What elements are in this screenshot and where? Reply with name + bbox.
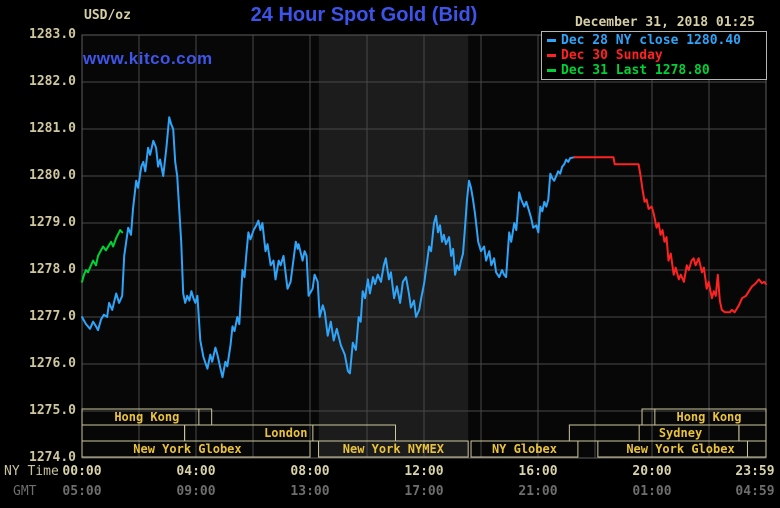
ny-time-tick: 23:59 [735,464,775,479]
session-label: Sydney [658,426,703,440]
legend-item-label: Dec 28 NY close 1280.40 [561,33,742,48]
gmt-time-tick: 09:00 [176,484,216,499]
ny-time-tick: 16:00 [518,464,558,479]
legend-series-dash-icon [547,69,556,72]
legend-series-dash-icon [547,39,556,42]
gmt-axis-label: GMT [13,484,37,499]
session-label: New York NYMEX [342,442,444,456]
y-tick-label: 1277.0 [29,309,76,324]
ny-time-tick: 12:00 [404,464,444,479]
ny-time-tick: 00:00 [62,464,102,479]
gmt-time-tick: 17:00 [404,484,444,499]
y-tick-label: 1275.0 [29,403,76,418]
legend-item: Dec 30 Sunday [547,48,766,63]
kitco-watermark-link[interactable]: www.kitco.com [83,49,213,68]
session-label: NY Globex [491,442,557,456]
nymex-session-band [318,35,469,458]
price-line [81,229,124,283]
datetime-label: December 31, 2018 01:25 [574,15,755,30]
session-label: Hong Kong [676,410,742,424]
gmt-time-tick: 21:00 [518,484,558,499]
y-tick-label: 1280.0 [29,168,76,183]
session-label: Hong Kong [114,410,180,424]
y-tick-label: 1281.0 [29,121,76,136]
session-label: New York Globex [626,442,735,456]
session-box [597,440,767,458]
gmt-time-tick: 05:00 [62,484,102,499]
y-tick-label: 1282.0 [29,74,76,89]
y-tick-label: 1279.0 [29,215,76,230]
gmt-time-tick: 04:59 [735,484,775,499]
price-line [81,116,576,379]
session-box [81,440,311,458]
y-tick-label: 1278.0 [29,262,76,277]
session-label: New York Globex [133,442,242,456]
legend-item: Dec 28 NY close 1280.40 [547,33,766,48]
legend-item: Dec 31 Last 1278.80 [547,63,766,78]
y-tick-label: 1283.0 [29,27,76,42]
ny-time-tick: 08:00 [290,464,330,479]
gmt-time-tick: 01:00 [632,484,672,499]
plot-border [81,34,767,459]
page-title: 24 Hour Spot Gold (Bid) [250,4,478,26]
y-tick-label: 1274.0 [29,450,76,465]
legend-series-dash-icon [547,54,556,57]
price-line [573,156,767,314]
ny-time-axis-label: NY Time [4,464,59,479]
session-box [318,440,469,458]
session-label: London [264,426,308,440]
session-box [470,440,579,458]
y-tick-label: 1276.0 [29,356,76,371]
legend-item-label: Dec 30 Sunday [561,48,663,63]
legend-box: Dec 28 NY close 1280.40 Dec 30 Sunday Dec … [541,31,767,80]
ny-time-tick: 04:00 [176,464,216,479]
unit-label: USD/oz [84,8,131,23]
ny-time-tick: 20:00 [632,464,672,479]
gmt-time-tick: 13:00 [290,484,330,499]
legend-item-label: Dec 31 Last 1278.80 [561,63,710,78]
